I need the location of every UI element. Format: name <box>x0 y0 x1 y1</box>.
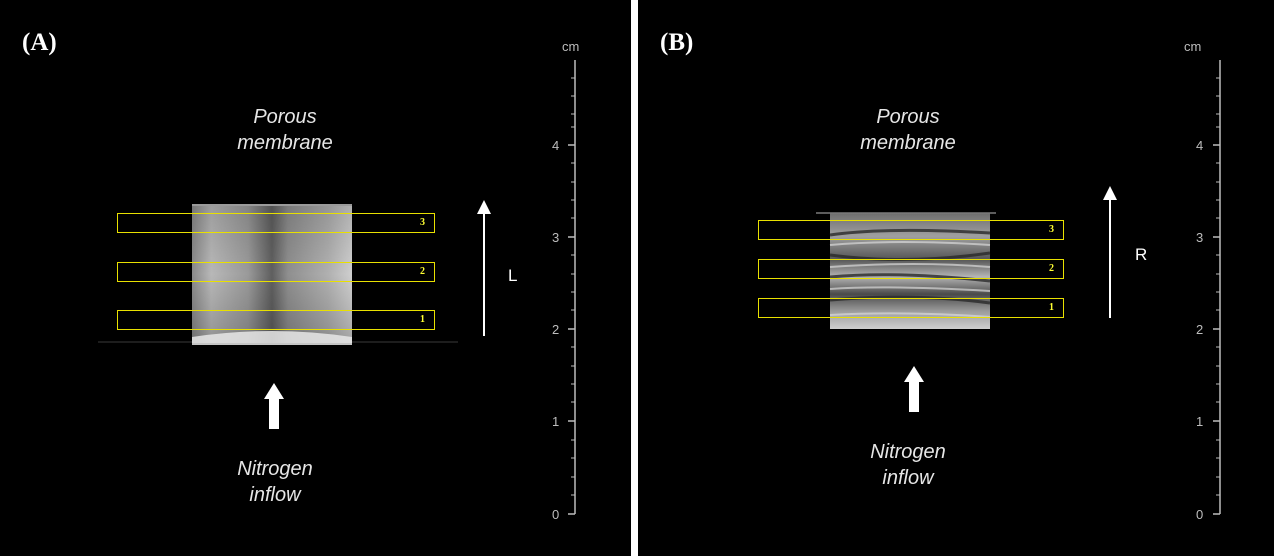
top-caption: Porous membrane <box>195 104 375 156</box>
direction-arrow-icon <box>1103 186 1117 318</box>
caption-line: inflow <box>249 484 301 506</box>
inflow-arrow-icon <box>904 366 924 412</box>
direction-label: R <box>1135 245 1148 264</box>
mri-sample-image <box>98 204 458 345</box>
scale-tick-label: 2 <box>552 322 560 337</box>
roi-box-3: 3 <box>758 220 1064 240</box>
scale-tick-label: 4 <box>1196 138 1204 153</box>
roi-box-2: 2 <box>758 259 1064 279</box>
roi-number: 2 <box>1049 263 1054 274</box>
scale-tick-label: 3 <box>1196 230 1204 245</box>
roi-box-2: 2 <box>117 262 435 282</box>
scale-tick-label: 1 <box>552 414 560 429</box>
bottom-caption: Nitrogen inflow <box>818 439 998 491</box>
roi-box-1: 1 <box>758 298 1064 318</box>
caption-line: Nitrogen <box>237 458 313 480</box>
scale-tick-label: 4 <box>552 138 560 153</box>
caption-line: membrane <box>860 132 956 154</box>
roi-number: 3 <box>1049 224 1054 235</box>
scale-tick-label: 1 <box>1196 414 1204 429</box>
panel-label: (B) <box>660 29 694 56</box>
caption-line: Porous <box>253 106 317 128</box>
caption-line: membrane <box>237 132 333 154</box>
direction-label: L <box>508 266 518 285</box>
bottom-caption: Nitrogen inflow <box>185 456 365 508</box>
scale-unit: cm <box>1184 39 1202 54</box>
mri-sample-image <box>816 212 996 329</box>
caption-line: Porous <box>876 106 940 128</box>
inflow-arrow-icon <box>264 383 284 429</box>
roi-box-3: 3 <box>117 213 435 233</box>
scale-tick-label: 0 <box>552 507 560 522</box>
panel-label: (A) <box>22 29 57 56</box>
caption-line: inflow <box>882 467 934 489</box>
caption-line: Nitrogen <box>870 441 946 463</box>
top-caption: Porous membrane <box>818 104 998 156</box>
panel-a: (A) Porous membrane <box>0 0 631 556</box>
scale-tick-label: 3 <box>552 230 560 245</box>
roi-number: 3 <box>420 217 425 228</box>
scale-bar <box>1213 60 1221 515</box>
scale-unit: cm <box>562 39 580 54</box>
scale-tick-label: 2 <box>1196 322 1204 337</box>
roi-number: 1 <box>420 314 425 325</box>
roi-number: 2 <box>420 266 425 277</box>
direction-arrow-icon <box>477 200 491 336</box>
roi-box-1: 1 <box>117 310 435 330</box>
scale-tick-label: 0 <box>1196 507 1204 522</box>
panel-b: (B) Porous membrane <box>638 0 1274 556</box>
scale-bar <box>568 60 576 515</box>
roi-number: 1 <box>1049 302 1054 313</box>
